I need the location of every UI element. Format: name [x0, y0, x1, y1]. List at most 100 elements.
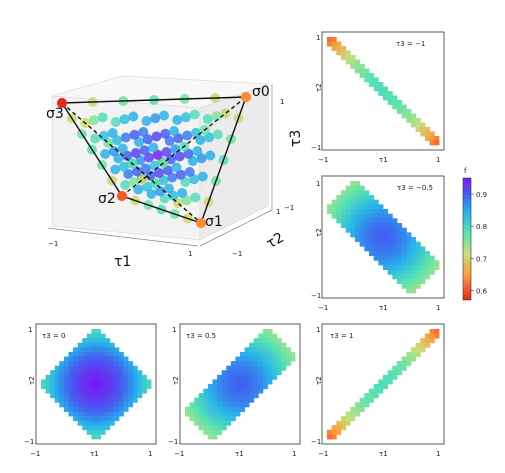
- vertex-s0: [241, 92, 251, 102]
- heatmap-cell: [369, 397, 375, 403]
- heatmap-cell: [96, 342, 101, 348]
- heatmap-cell: [420, 269, 426, 275]
- heatmap-cell: [258, 388, 264, 394]
- heatmap-cell: [123, 365, 129, 371]
- heatmap-cell: [128, 374, 134, 380]
- heatmap-cell: [387, 255, 393, 261]
- heatmap-cell: [429, 140, 435, 146]
- heatmap-cell: [411, 260, 417, 266]
- heatmap-cell: [240, 393, 245, 399]
- heatmap-cell: [331, 41, 337, 47]
- heatmap-cell: [203, 420, 209, 426]
- heatmap-cell: [68, 365, 74, 371]
- heatmap-cell: [105, 384, 111, 389]
- heatmap-cell: [429, 265, 435, 271]
- heatmap-cell: [207, 384, 213, 389]
- heatmap-cell: [350, 218, 356, 224]
- heatmap-cell: [91, 361, 97, 367]
- heatmap-cell: [141, 379, 147, 385]
- heatmap-cell: [73, 384, 79, 389]
- scatter-point: [152, 149, 163, 160]
- heatmap-cell: [253, 342, 259, 348]
- heatmap-cell: [105, 347, 111, 353]
- heatmap-cell: [59, 388, 65, 394]
- heatmap-cell: [345, 218, 351, 224]
- heatmap-cell: [77, 411, 83, 417]
- heatmap-cell: [240, 388, 245, 394]
- heatmap-cell: [331, 209, 337, 215]
- heatmap-cell: [276, 351, 282, 357]
- heatmap-cell: [429, 255, 435, 261]
- heatmap-cell: [373, 393, 379, 399]
- heatmap-cell: [91, 379, 97, 385]
- heatmap-cell: [397, 104, 403, 110]
- heatmap-cell: [258, 338, 264, 344]
- heatmap-cell: [105, 374, 111, 380]
- heatmap-cell: [373, 218, 379, 224]
- heatmap-cell: [68, 411, 74, 417]
- heatmap-cell: [198, 406, 204, 412]
- scatter-point: [189, 109, 200, 120]
- heatmap-cell: [411, 279, 417, 285]
- heatmap-cell: [336, 420, 342, 426]
- heatmap-cell: [262, 384, 268, 389]
- heatmap-cell: [91, 429, 97, 435]
- y3d-axis-label: τ2: [264, 230, 287, 253]
- heatmap-cell: [341, 55, 347, 60]
- heatmap-cell: [63, 356, 69, 362]
- heatmap-cell: [253, 351, 259, 357]
- scatter-point: [146, 189, 157, 199]
- heatmap-cell: [373, 255, 379, 261]
- heatmap-cell: [217, 416, 223, 422]
- heatmap-cell: [114, 402, 120, 408]
- heatmap-cell: [401, 255, 407, 261]
- heatmap-cell: [212, 397, 218, 403]
- heatmap-cell: [217, 393, 223, 399]
- heatmap-cell: [327, 37, 333, 42]
- heatmap-cell: [272, 374, 278, 380]
- heatmap-cell: [345, 209, 351, 215]
- heatmap-cell: [406, 246, 412, 252]
- heatmap-cell: [118, 384, 124, 389]
- heatmap-cell: [244, 393, 250, 399]
- heatmap-cell: [359, 199, 365, 205]
- heatmap-cell: [369, 223, 375, 229]
- heatmap-cell: [415, 351, 421, 357]
- heatmap-cell: [73, 374, 79, 380]
- heatmap-cell: [267, 347, 273, 353]
- heatmap-cell: [350, 185, 356, 191]
- heatmap-cell: [425, 127, 431, 132]
- heatmap-cell: [425, 265, 431, 271]
- y3d-tick-min: −1: [232, 250, 242, 258]
- heatmap-cell: [272, 347, 278, 353]
- panel-slice-tau3-1: τ3 = 1 1 −1 −1 1 τ1 τ2: [311, 323, 445, 458]
- heatmap-cell: [128, 402, 134, 408]
- heatmap-cell: [253, 338, 259, 344]
- scatter-point: [161, 147, 172, 157]
- heatmap-cell: [212, 384, 218, 389]
- heatmap-cell: [73, 347, 79, 353]
- heatmap-cell: [262, 333, 268, 339]
- heatmap-cell: [109, 347, 115, 353]
- heatmap-cell: [109, 351, 115, 357]
- heatmap-cell: [207, 434, 213, 440]
- heatmap-cell: [114, 397, 120, 403]
- heatmap-cell: [350, 199, 356, 205]
- heatmap-cell: [77, 379, 83, 385]
- heatmap-cell: [355, 411, 361, 417]
- heatmap-cell: [341, 195, 347, 201]
- heatmap-cell: [118, 374, 124, 380]
- heatmap-cell: [369, 204, 375, 210]
- heatmap-cell: [105, 402, 111, 408]
- heatmap-cell: [100, 420, 106, 426]
- heatmap-cell: [336, 204, 342, 210]
- heatmap-cell: [235, 393, 241, 399]
- heatmap-cell: [54, 384, 60, 389]
- heatmap-cell: [253, 379, 259, 385]
- heatmap-cell: [406, 255, 412, 261]
- heatmap-cell: [281, 365, 287, 371]
- heatmap-cell: [378, 260, 384, 266]
- heatmap-cell: [226, 402, 232, 408]
- heatmap-cell: [68, 402, 74, 408]
- heatmap-cell: [73, 388, 79, 394]
